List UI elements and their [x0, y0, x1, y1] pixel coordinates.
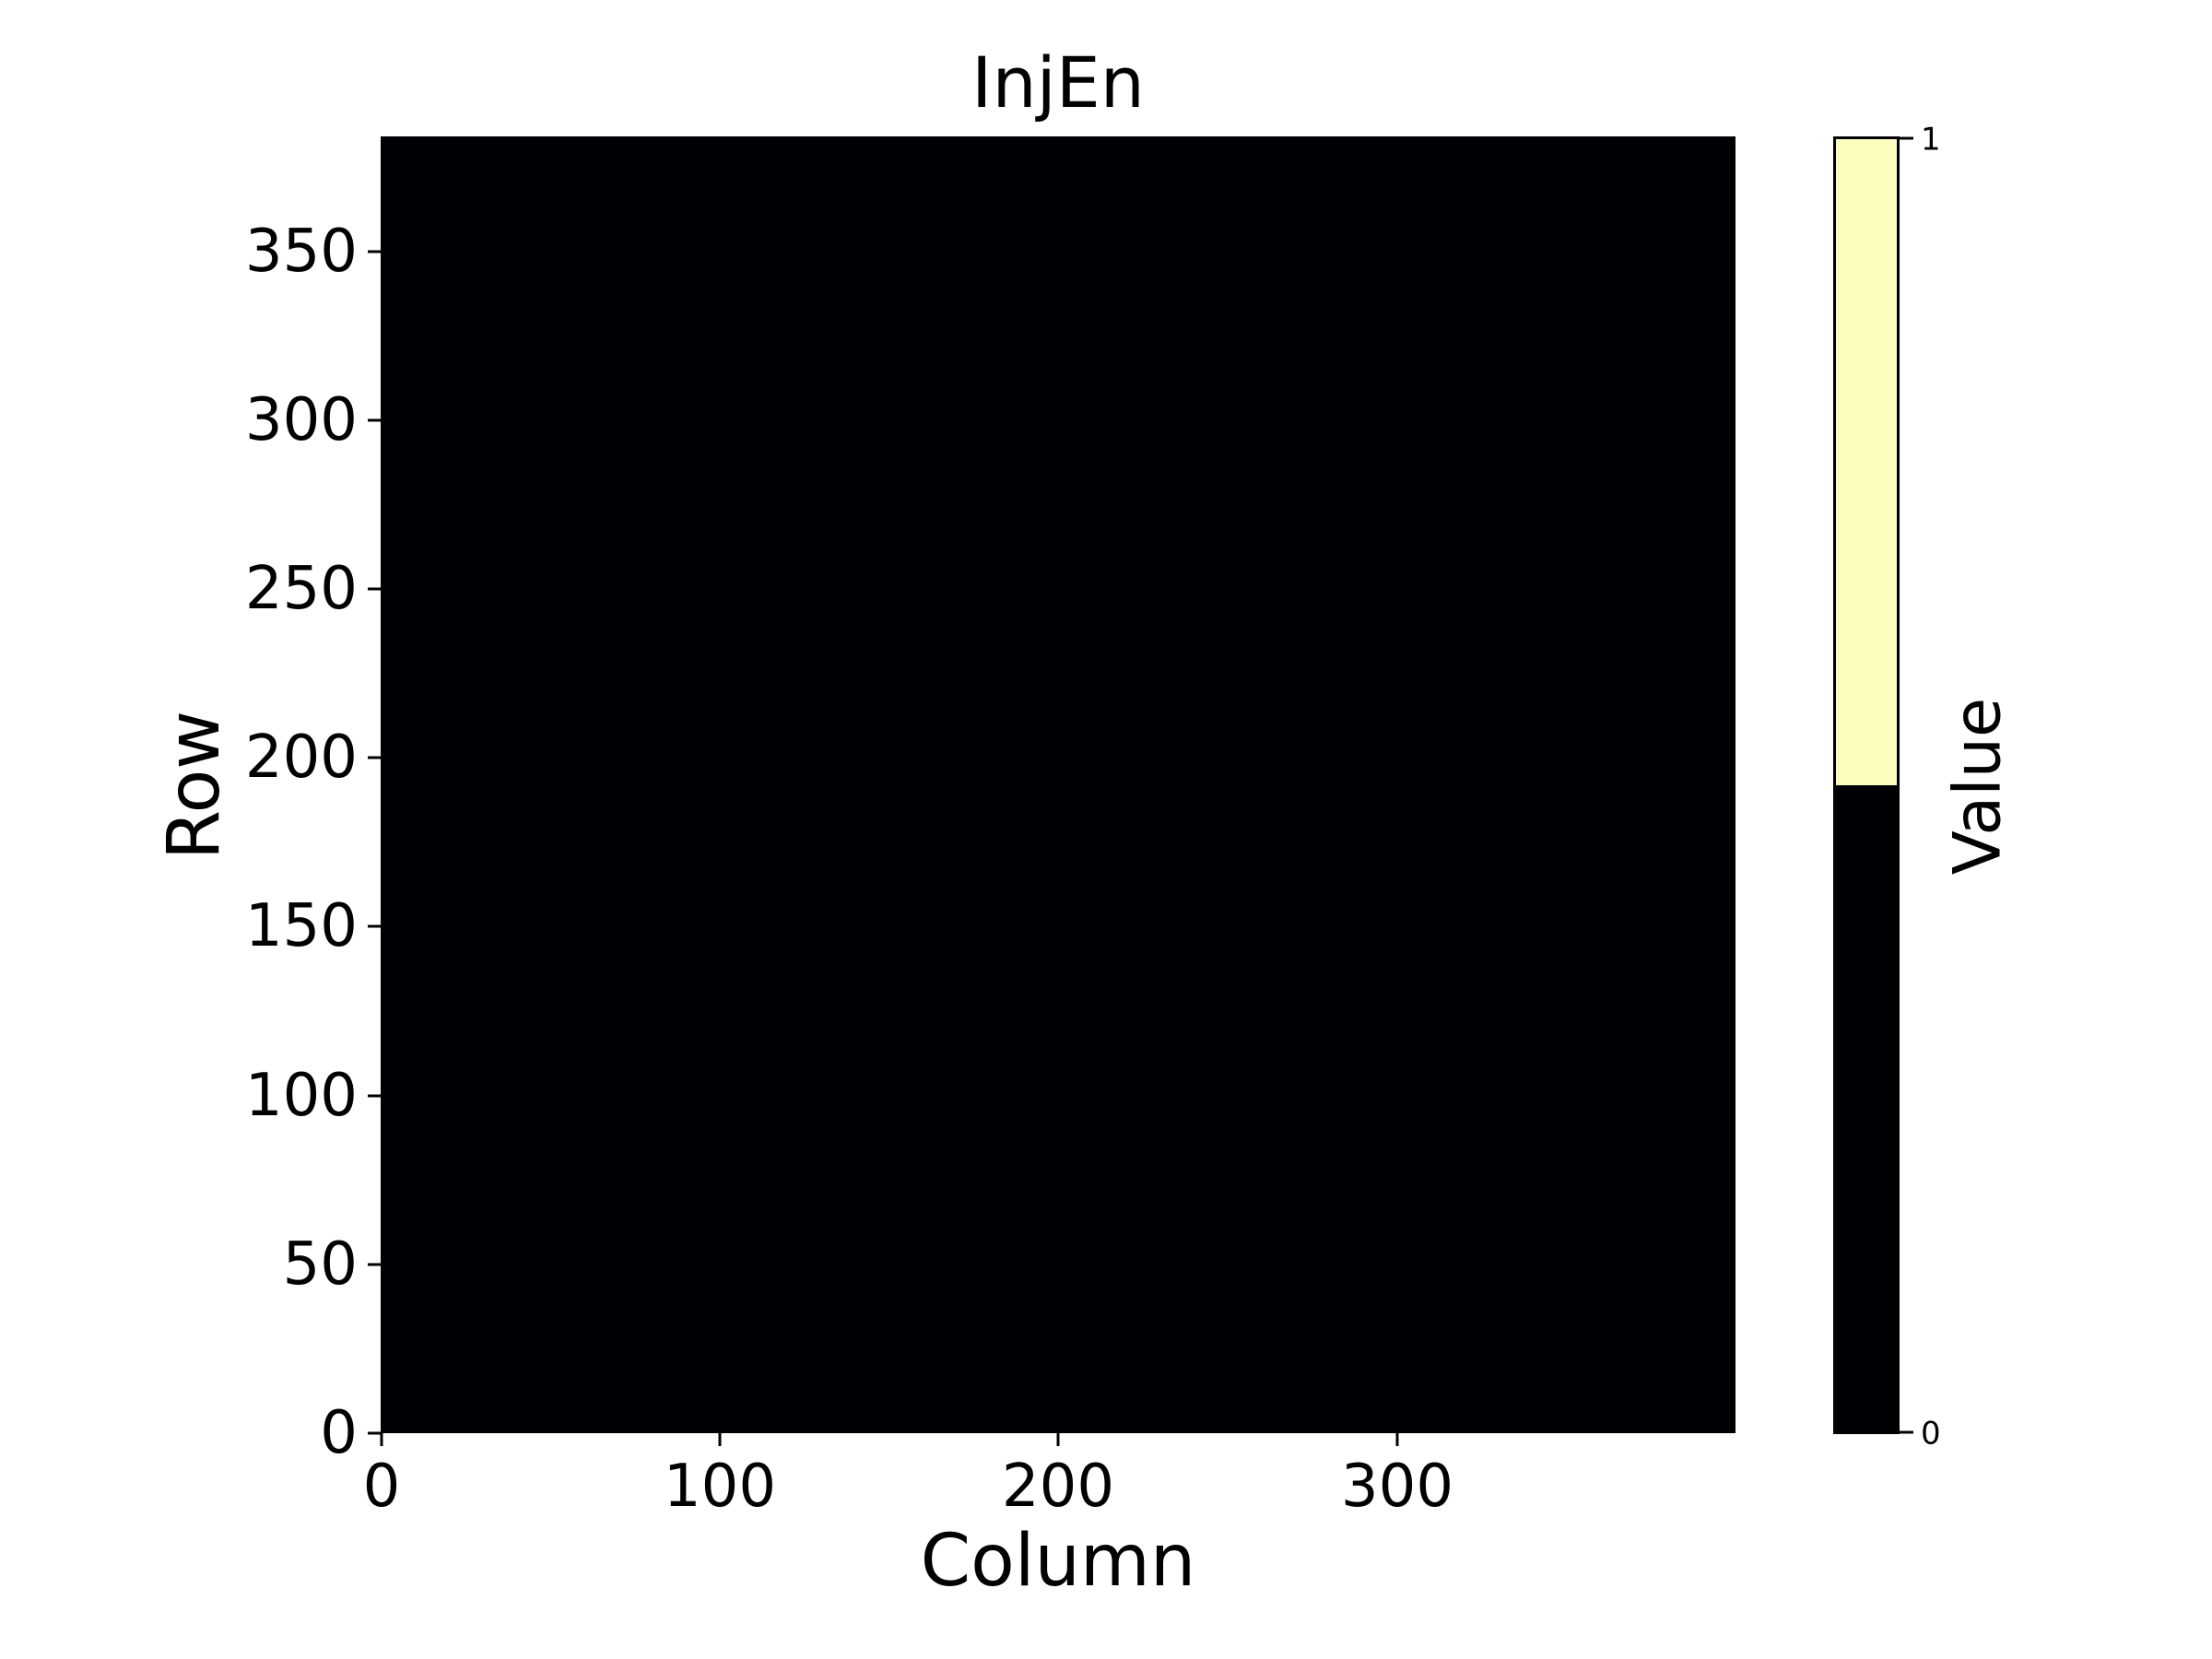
y-tick-label: 50 — [282, 1230, 358, 1299]
y-tick-mark — [368, 1094, 381, 1098]
chart-title: InjEn — [971, 41, 1145, 124]
colorbar-tick-label: 1 — [1921, 121, 1941, 159]
x-tick-mark — [718, 1433, 722, 1446]
colorbar-tick-mark — [1900, 1430, 1913, 1434]
colorbar-tick-mark — [1900, 136, 1913, 140]
x-tick-mark — [1056, 1433, 1060, 1446]
colorbar-tick-label: 0 — [1921, 1415, 1941, 1453]
y-tick-mark — [368, 1431, 381, 1435]
y-tick-mark — [368, 418, 381, 422]
colorbar-segment-value-1 — [1836, 139, 1897, 785]
y-tick-mark — [368, 587, 381, 591]
y-axis-label: Row — [153, 710, 237, 861]
x-tick-label: 300 — [1340, 1453, 1454, 1521]
y-tick-label: 350 — [244, 217, 358, 286]
y-tick-mark — [368, 924, 381, 928]
y-tick-mark — [368, 1263, 381, 1266]
colorbar — [1833, 136, 1900, 1434]
colorbar-label: Value — [1939, 697, 2016, 876]
y-tick-mark — [368, 250, 381, 253]
x-tick-mark — [380, 1433, 383, 1446]
y-tick-label: 200 — [244, 723, 358, 792]
y-tick-label: 250 — [244, 554, 358, 623]
y-tick-label: 300 — [244, 385, 358, 454]
y-tick-mark — [368, 756, 381, 759]
colorbar-segment-value-0 — [1836, 785, 1897, 1431]
x-axis-label: Column — [920, 1520, 1196, 1603]
heatmap-image — [381, 136, 1735, 1433]
y-tick-label: 0 — [320, 1398, 358, 1467]
y-tick-label: 150 — [244, 891, 358, 960]
x-tick-label: 0 — [362, 1453, 401, 1521]
x-tick-label: 100 — [663, 1453, 777, 1521]
x-tick-label: 200 — [1001, 1453, 1115, 1521]
y-tick-label: 100 — [244, 1061, 358, 1130]
x-tick-mark — [1395, 1433, 1399, 1446]
